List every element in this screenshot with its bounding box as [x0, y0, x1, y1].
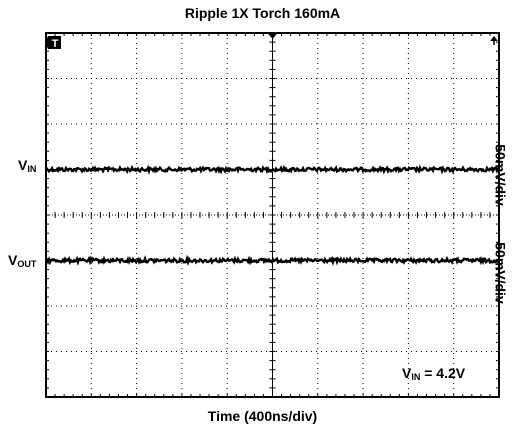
vout-scale-label: 50mV/div: [492, 242, 509, 304]
x-axis-label: Time (400ns/div): [207, 408, 318, 424]
vin-annotation: VIN = 4.2V: [402, 365, 466, 382]
trigger-position-icon: [490, 36, 498, 41]
vin-trace: [45, 164, 500, 175]
trigger-marker-label: T: [52, 38, 59, 50]
vin-scale-label: 50mV/div: [492, 144, 509, 206]
vin-trace-label: VIN: [18, 157, 37, 174]
trigger-marker-icon: [45, 36, 61, 49]
chart-title: Ripple 1X Torch 160mA: [184, 5, 341, 21]
trigger-point-icon: [267, 33, 278, 39]
vout-trace-label: VOUT: [8, 252, 37, 269]
vout-trace: [44, 254, 501, 267]
